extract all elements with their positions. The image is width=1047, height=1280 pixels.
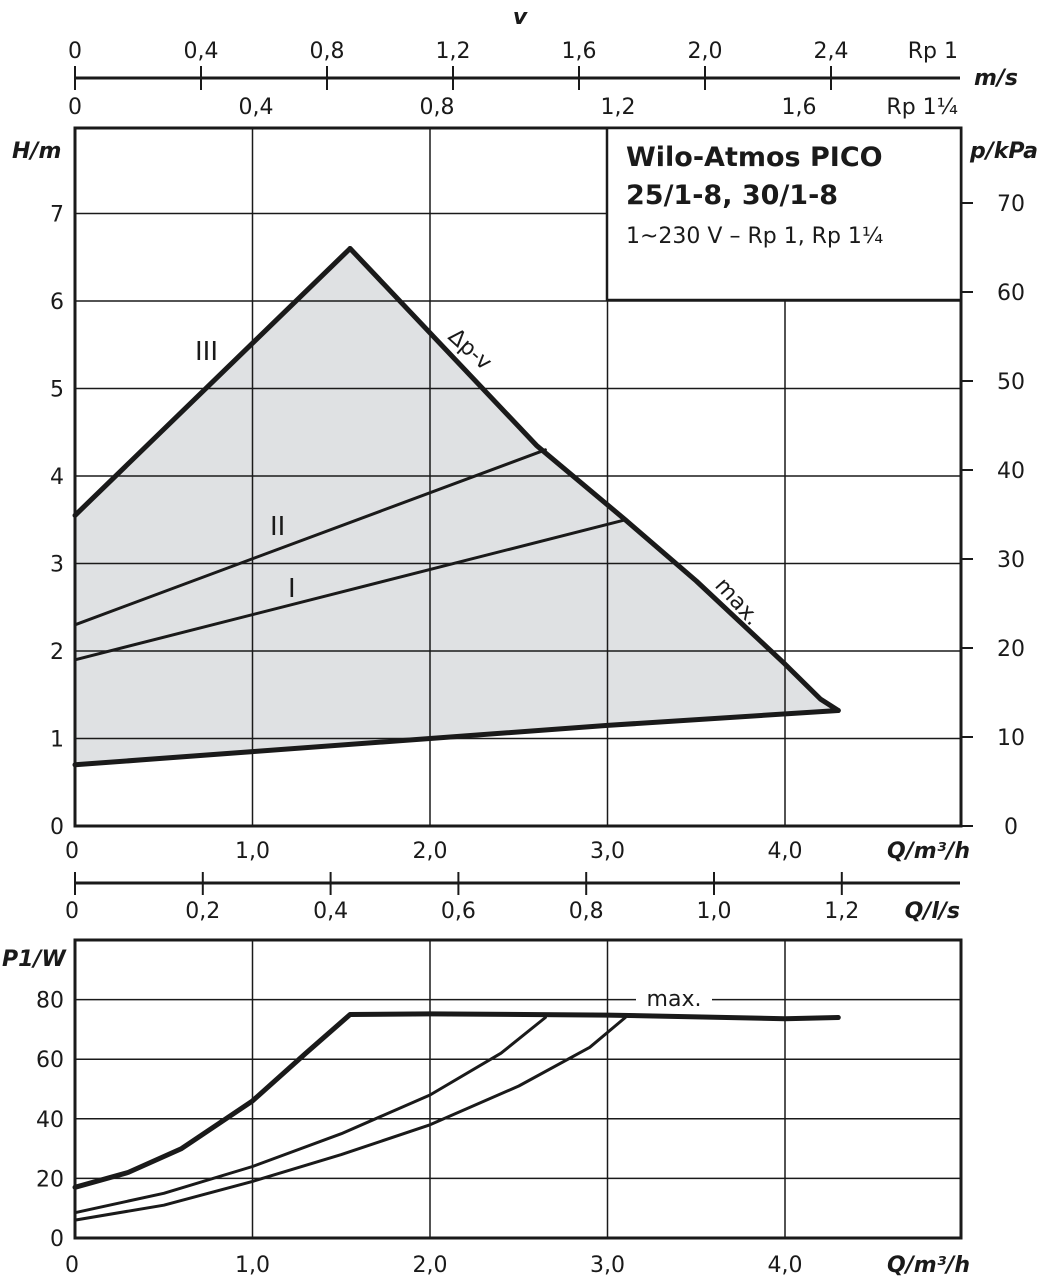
head-curves [72,246,841,768]
min-curve [72,708,841,768]
rp1-tick-2: 0,8 [310,39,345,64]
power-x-tick-4: 4,0 [768,1253,803,1278]
rp114-tick-1: 0,4 [239,95,274,120]
flow-ls-tick-5: 1,0 [697,899,732,924]
head-x-tick-0: 0 [65,839,79,864]
flow-ls-axis-title: Q/l/s [905,899,960,924]
pressure-tick-40: 40 [997,459,1025,484]
power-x-tick-0: 0 [65,1253,79,1278]
pressure-tick-60: 60 [997,281,1025,306]
flow-ls-tick-3: 0,6 [441,899,476,924]
rp1-axis-label: Rp 1 [908,39,958,64]
power-y-ticks: 0 20 40 60 80 [36,989,64,1252]
chart-title: Wilo-Atmos PICO [626,142,883,173]
head-x-tick-2: 2,0 [413,839,448,864]
head-chart-frame [73,126,963,828]
head-x-axis-title: Q/m³/h [887,839,970,864]
rp1-tick-1: 0,4 [184,39,219,64]
power-x-axis-title: Q/m³/h [887,1253,970,1278]
operating-area-fill [75,248,839,765]
rp114-tick-0: 0 [68,95,82,120]
flow-ls-tick-1: 0,2 [185,899,220,924]
head-y-tick-6: 6 [50,290,64,315]
pressure-tick-50: 50 [997,370,1025,395]
head-series-I [73,518,627,662]
flow-ls-tick-2: 0,4 [313,899,348,924]
rp1-tick-6: 2,4 [814,39,849,64]
head-x-ticks: 0 1,0 2,0 3,0 4,0 [65,839,803,864]
rp1-tick-5: 2,0 [688,39,723,64]
velocity-axis-title: v [513,5,528,30]
power-chart: max. 0 20 40 60 80 0 1,0 2,0 3,0 4,0 P1/W Q/m³/h [2,938,970,1278]
power-max-label-bg [636,986,712,1012]
rp1-tick-0: 0 [68,39,82,64]
power-chart-frame [73,938,963,1240]
pressure-tick-30: 30 [997,548,1025,573]
head-x-tick-3: 3,0 [590,839,625,864]
power-series-2 [73,1016,627,1222]
flow-ls-ticks: 0 0,2 0,4 0,6 0,8 1,0 1,2 [65,872,859,924]
power-x-tick-1: 1,0 [235,1253,270,1278]
rp1-velocity-ticks: 0 0,4 0,8 1,2 1,6 2,0 2,4 [68,39,849,90]
chart-subtitle: 25/1-8, 30/1-8 [626,180,838,211]
head-x-tick-1: 1,0 [235,839,270,864]
rp1-tick-3: 1,2 [436,39,471,64]
pressure-tick-0: 0 [1004,815,1018,840]
head-axis-title: H/m [12,139,61,164]
curve-label-II: II [270,512,285,542]
head-y-tick-5: 5 [50,378,64,403]
power-series-0 [72,1011,841,1190]
power-curves [72,1011,841,1222]
rp114-tick-4: 1,6 [782,95,817,120]
head-y-tick-0: 0 [50,815,64,840]
head-chart: 0 1 2 3 4 5 6 7 0 10 20 30 40 50 60 70 0 1,0 2,0 3,0 4,0 H… [12,126,1038,864]
power-x-tick-3: 3,0 [590,1253,625,1278]
power-y-tick-20: 20 [36,1167,64,1192]
power-y-tick-60: 60 [36,1048,64,1073]
flow-ls-axis-group: 0 0,2 0,4 0,6 0,8 1,0 1,2 Q/l/s [65,872,960,924]
velocity-axis-group: v 0 0,4 0,8 1,2 1,6 2,0 2,4 0 0,4 0,8 1,2 1,6 Rp 1… [68,5,1018,120]
head-series-III [72,246,353,518]
curve-label-III: III [195,337,218,367]
pressure-tick-10: 10 [997,726,1025,751]
velocity-unit-label: m/s [974,66,1018,91]
curve-label-I: I [288,574,296,604]
pressure-tick-20: 20 [997,637,1025,662]
title-box [605,126,963,302]
power-y-tick-0: 0 [50,1227,64,1252]
power-series-1 [73,1016,547,1215]
rp114-tick-3: 1,2 [601,95,636,120]
head-y-tick-2: 2 [50,640,64,665]
pressure-ticks: 0 10 20 30 40 50 60 70 [961,192,1025,840]
head-y-ticks: 0 1 2 3 4 5 6 7 [50,203,64,841]
head-y-tick-1: 1 [50,728,64,753]
flow-ls-tick-6: 1,2 [824,899,859,924]
head-series-max [347,246,841,713]
rp1-tick-4: 1,6 [562,39,597,64]
rp114-velocity-ticks: 0 0,4 0,8 1,2 1,6 [68,95,817,120]
power-y-tick-80: 80 [36,989,64,1014]
chart-note: 1~230 V – Rp 1, Rp 1¼ [626,224,883,249]
power-max-label: max. [647,987,702,1012]
flow-ls-tick-0: 0 [65,899,79,924]
rp114-axis-label: Rp 1¼ [886,95,958,120]
power-axis-title: P1/W [2,947,67,972]
head-y-tick-3: 3 [50,553,64,578]
head-y-tick-7: 7 [50,203,64,228]
head-series-II [73,448,547,627]
head-x-tick-4: 4,0 [768,839,803,864]
pressure-tick-70: 70 [997,192,1025,217]
flow-ls-tick-4: 0,8 [569,899,604,924]
power-y-tick-40: 40 [36,1108,64,1133]
power-x-tick-2: 2,0 [413,1253,448,1278]
pressure-axis-title: p/kPa [969,139,1038,164]
head-y-tick-4: 4 [50,465,64,490]
rp114-tick-2: 0,8 [420,95,455,120]
power-x-ticks: 0 1,0 2,0 3,0 4,0 [65,1253,803,1278]
